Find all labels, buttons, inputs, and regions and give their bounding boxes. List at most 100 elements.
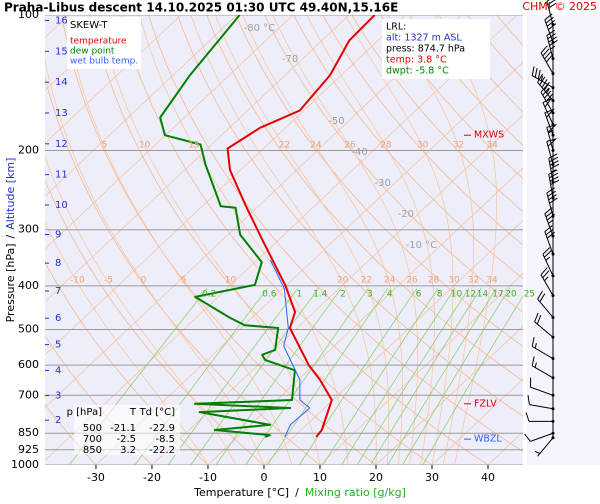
isotherm xyxy=(45,15,406,356)
wind-barb xyxy=(544,207,555,237)
y-tick-label: 300 xyxy=(18,223,39,236)
wind-barb xyxy=(534,437,554,457)
legend-entry: temperature xyxy=(70,37,127,47)
isotherm xyxy=(319,272,523,465)
altitude-tick-label: 4 xyxy=(55,365,61,376)
wind-point xyxy=(551,315,555,319)
moist-adiabat-label: 5 xyxy=(181,276,187,286)
y-tick-label: 1000 xyxy=(11,458,39,471)
wind-point xyxy=(551,376,555,380)
wind-barb xyxy=(546,187,558,217)
lrl-title: LRL: xyxy=(386,22,406,33)
wind-barb xyxy=(548,153,560,183)
plot-area xyxy=(45,15,523,465)
altitude-tick-label: 3 xyxy=(55,391,61,402)
wind-point xyxy=(551,335,555,339)
wind-point xyxy=(551,252,555,256)
altitude-tick-label: 12 xyxy=(55,139,68,150)
isotherm xyxy=(95,61,523,465)
wind-barb xyxy=(540,45,554,74)
table-cell: -22.2 xyxy=(149,445,175,456)
wind-barb xyxy=(546,124,558,151)
moist-adiabat-label: 32 xyxy=(468,276,479,286)
y-axis-title: Pressure [hPa] / Altitude [km] xyxy=(4,158,17,323)
labels: 5 10 15 22 24 26 28 30 32 34-10 -5 0 5 10 20 22 24 26 28 30… xyxy=(11,0,560,484)
wind-barb xyxy=(537,290,554,318)
mixing-ratio-label: 6 xyxy=(416,290,422,300)
wind-barb xyxy=(546,29,558,59)
chart-title: Praha-Libus descent 14.10.2025 01:30 UTC… xyxy=(4,1,398,15)
isotherm xyxy=(45,15,182,144)
table-cell: 500 xyxy=(83,423,102,434)
moist-adiabat-label: -5 xyxy=(104,276,113,286)
mixing-ratio-label: 0.6 xyxy=(262,290,277,300)
y-tick-label: 500 xyxy=(18,323,39,336)
mixing-ratio-label: 8 xyxy=(437,290,443,300)
isotherm xyxy=(263,220,523,465)
isotherm-label: -80 °C xyxy=(244,23,276,34)
profile-line xyxy=(226,15,376,438)
legend-box xyxy=(67,17,141,69)
wind-barb xyxy=(542,97,554,125)
isotherm xyxy=(375,325,523,465)
x-tick-label: 10 xyxy=(313,471,327,484)
isotherm xyxy=(207,167,523,465)
legend-entry: dew point xyxy=(70,47,115,57)
altitude-tick-label: 8 xyxy=(55,258,61,269)
wind-barb xyxy=(542,247,554,277)
wind-barb xyxy=(531,66,554,89)
x-tick-label: 0 xyxy=(260,471,267,484)
moist-adiabat-label: 26 xyxy=(406,276,418,286)
wind-barb xyxy=(531,337,554,359)
moist-adiabat-label: 10 xyxy=(139,141,151,151)
mixing-ratio-line xyxy=(322,288,439,465)
wind-barb xyxy=(527,395,554,410)
x-title-separator: / xyxy=(295,486,299,499)
x-tick-label: -10 xyxy=(199,471,217,484)
isotherm-label: -70 xyxy=(282,54,298,65)
lrl-dwpt: dwpt: -5.8 °C xyxy=(386,66,449,77)
moist-adiabat-label: -10 xyxy=(70,276,85,286)
x-tick-label: -30 xyxy=(87,471,105,484)
table-cell: -22.9 xyxy=(149,423,175,434)
isotherm-label: -50 xyxy=(328,116,344,127)
altitude-tick-label: 9 xyxy=(55,229,61,240)
wind-barb xyxy=(540,84,554,114)
isotherm xyxy=(45,15,518,461)
wind-point xyxy=(551,407,555,411)
x-tick-label: 20 xyxy=(369,471,383,484)
isotherm xyxy=(45,15,238,197)
moist-adiabat-label: 34 xyxy=(486,141,498,151)
wind-barb xyxy=(524,432,554,442)
wind-barb xyxy=(546,0,557,25)
isotherm xyxy=(151,114,523,465)
altitude-tick-label: 2 xyxy=(55,415,61,426)
altitude-tick-label: 5 xyxy=(55,340,61,351)
isotherm-label: -10 °C xyxy=(406,240,438,251)
lrl-press: press: 874.7 hPa xyxy=(386,44,465,55)
profile-line xyxy=(159,15,296,438)
mixing-ratio-label: 1 xyxy=(297,290,303,300)
altitude-tick-label: 14 xyxy=(55,77,68,88)
dry-adiabat xyxy=(293,15,523,280)
mixing-ratio-label: 1.4 xyxy=(313,290,328,300)
table-cell: 850 xyxy=(83,445,102,456)
mixing-ratio-line xyxy=(167,288,299,465)
altitude-tick-label: 13 xyxy=(55,108,68,119)
moist-adiabat-label: 15 xyxy=(188,141,199,151)
mixing-ratio-label: 25 xyxy=(524,290,535,300)
mixing-ratio-label: 3 xyxy=(367,290,373,300)
moist-adiabat-label: 32 xyxy=(453,141,464,151)
isotherm-label: -20 xyxy=(398,209,414,220)
moist-adiabat-label: 24 xyxy=(310,141,322,151)
wind-barb xyxy=(544,13,557,43)
isotherm xyxy=(431,378,523,465)
dry-adiabat xyxy=(322,15,523,246)
y-tick-label: 600 xyxy=(18,358,39,371)
isotherm xyxy=(45,15,294,250)
dry-adiabat xyxy=(264,15,523,313)
dry-adiabat xyxy=(351,15,523,213)
wind-barb xyxy=(540,267,554,296)
mixing-ratio-label: 2 xyxy=(340,290,346,300)
level-label: MXWS xyxy=(474,130,504,141)
